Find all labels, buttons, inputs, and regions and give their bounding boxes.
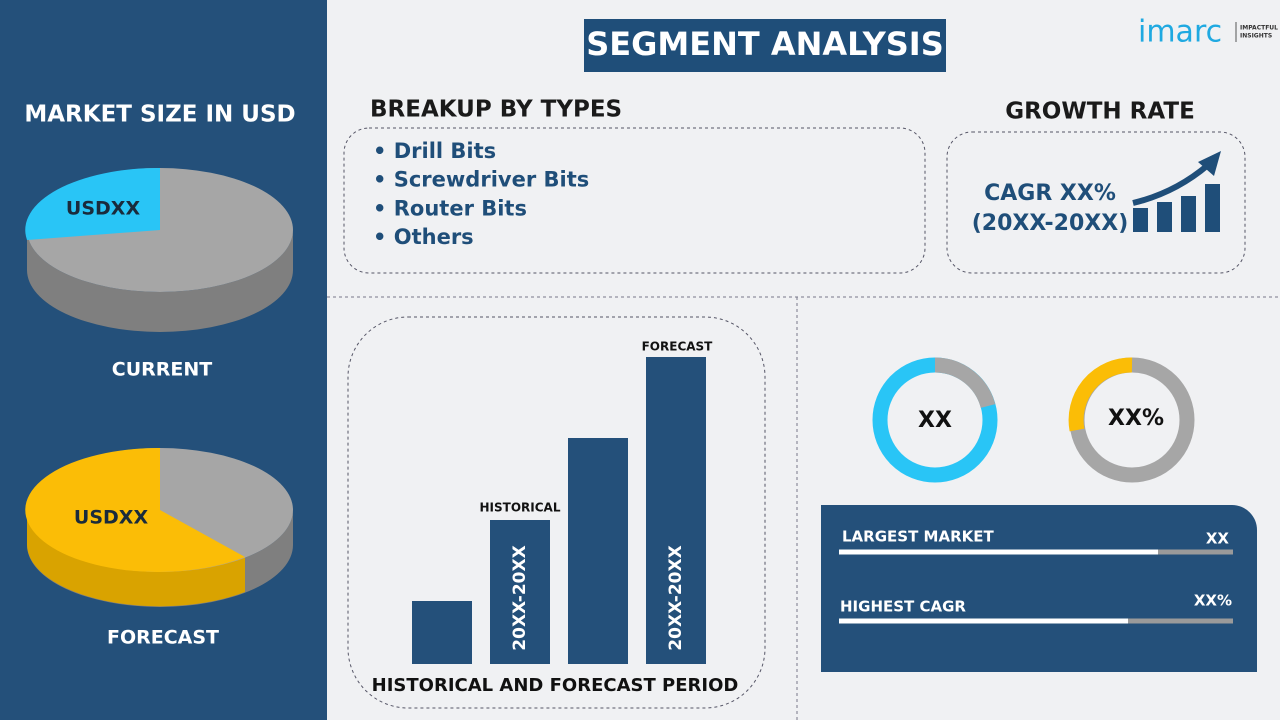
cagr-text: (20XX-20XX) [972,211,1129,236]
bar-period: 20XX-20XX [666,545,686,650]
summary-label: HIGHEST CAGR [840,598,966,616]
growth-icon [1132,151,1221,232]
breakup-title: BREAKUP BY TYPES [370,97,622,123]
summary-panel [821,505,1257,672]
market-size-title: MARKET SIZE IN USD [24,102,295,128]
logo: imarc [1138,15,1222,50]
donut-label: XX [918,408,952,433]
donut-segment [934,357,996,409]
breakup-box [343,127,926,274]
pie-side [27,230,293,332]
summary-value: XX% [1194,592,1232,610]
donut-label: XX% [1108,406,1164,431]
pie-caption: CURRENT [112,359,213,381]
pie-caption: FORECAST [107,627,219,649]
donut-segment [1068,357,1133,432]
growth-box [946,131,1246,274]
pie-side [27,510,245,607]
pie-label: USDXX [66,198,141,220]
summary-value: XX [1206,530,1230,548]
breakup-item: • Screwdriver Bits [373,168,589,192]
period-caption: HISTORICAL AND FORECAST PERIOD [372,675,739,696]
breakup-item: • Others [373,225,474,249]
cagr-text: CAGR XX% [984,181,1116,206]
pie-slice [25,447,246,572]
period-bars [412,357,706,664]
logo-tagline: INSIGHTS [1240,33,1272,40]
title: SEGMENT ANALYSIS [586,25,944,63]
logo-tagline: IMPACTFUL [1240,25,1278,32]
breakup-item: • Drill Bits [373,139,496,163]
breakup-item: • Router Bits [373,196,527,220]
growth-title: GROWTH RATE [1005,99,1195,125]
pie-label: USDXX [74,507,149,529]
title-box [584,19,946,72]
pie-slice [25,167,160,240]
summary-label: LARGEST MARKET [842,528,994,546]
bar-period: 20XX-20XX [510,545,530,650]
bar-label: HISTORICAL [480,501,561,515]
bar-label: FORECAST [642,340,714,354]
